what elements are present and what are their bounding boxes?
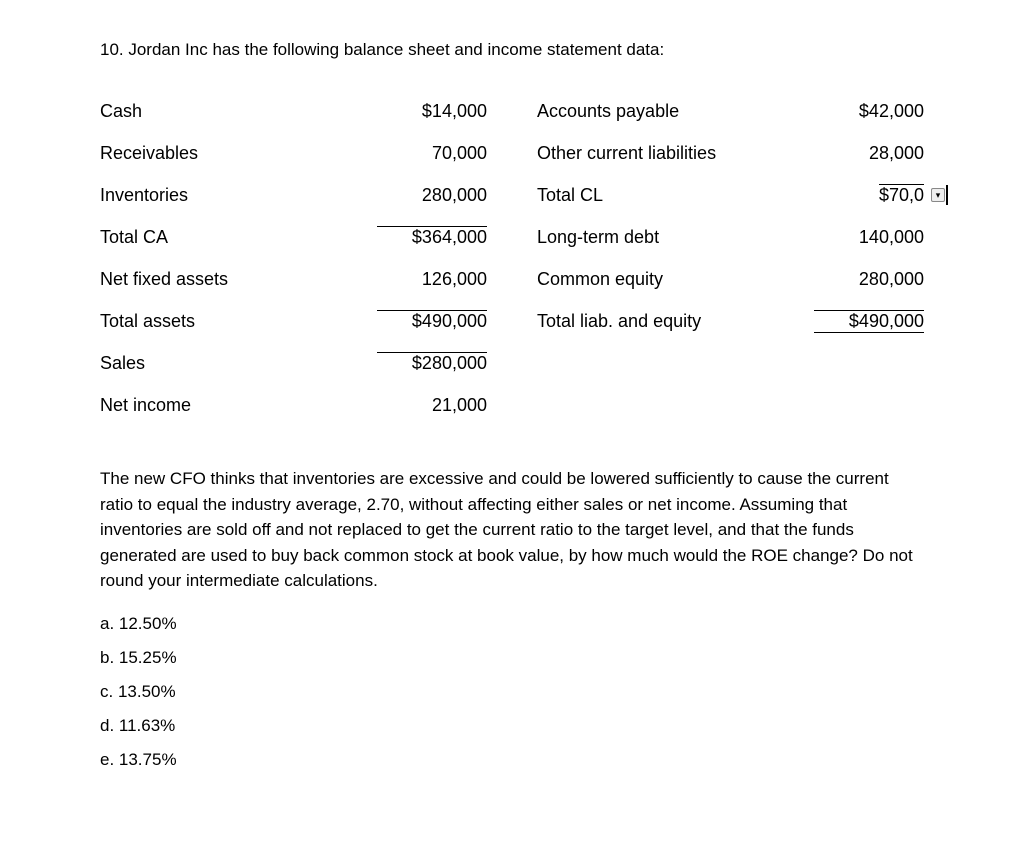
net-income-value: 21,000 [377,395,487,416]
ocl-label: Other current liabilities [537,143,716,164]
dropdown-icon[interactable]: ▾ [931,185,948,205]
row-inventories: Inventories 280,000 [100,174,487,216]
receivables-label: Receivables [100,143,198,164]
nfa-label: Net fixed assets [100,269,228,290]
ocl-value: 28,000 [814,143,924,164]
ltd-label: Long-term debt [537,227,659,248]
option-b[interactable]: b. 15.25% [100,648,924,668]
cash-value: $14,000 [377,101,487,122]
question-paragraph: The new CFO thinks that inventories are … [100,466,924,594]
balance-sheet-table: Cash $14,000 Receivables 70,000 Inventor… [100,90,924,426]
row-ap: Accounts payable $42,000 [537,90,924,132]
option-c[interactable]: c. 13.50% [100,682,924,702]
row-tle: Total liab. and equity $490,000 [537,300,924,343]
row-total-assets: Total assets $490,000 [100,300,487,342]
ce-value: 280,000 [814,269,924,290]
cash-label: Cash [100,101,142,122]
tle-label: Total liab. and equity [537,311,701,332]
row-net-income: Net income 21,000 [100,384,487,426]
total-assets-label: Total assets [100,311,195,332]
inventories-value: 280,000 [377,185,487,206]
question-header: 10. Jordan Inc has the following balance… [100,40,924,60]
inventories-label: Inventories [100,185,188,206]
row-total-ca: Total CA $364,000 [100,216,487,258]
option-e[interactable]: e. 13.75% [100,750,924,770]
net-income-label: Net income [100,395,191,416]
left-column: Cash $14,000 Receivables 70,000 Inventor… [100,90,487,426]
row-cash: Cash $14,000 [100,90,487,132]
nfa-value: 126,000 [377,269,487,290]
ltd-value: 140,000 [814,227,924,248]
answer-options: a. 12.50% b. 15.25% c. 13.50% d. 11.63% … [100,614,924,770]
row-ce: Common equity 280,000 [537,258,924,300]
option-d[interactable]: d. 11.63% [100,716,924,736]
right-column: Accounts payable $42,000 Other current l… [537,90,924,426]
sales-value: $280,000 [377,352,487,374]
ce-label: Common equity [537,269,663,290]
option-a[interactable]: a. 12.50% [100,614,924,634]
sales-label: Sales [100,353,145,374]
row-sales: Sales $280,000 [100,342,487,384]
row-total-cl: Total CL $70,0 ▾ [537,174,924,216]
total-assets-value: $490,000 [377,310,487,332]
row-nfa: Net fixed assets 126,000 [100,258,487,300]
ap-value: $42,000 [814,101,924,122]
total-cl-label: Total CL [537,185,603,206]
ap-label: Accounts payable [537,101,679,122]
total-cl-value: $70,0 [879,184,924,205]
total-ca-value: $364,000 [377,226,487,248]
total-ca-label: Total CA [100,227,168,248]
row-receivables: Receivables 70,000 [100,132,487,174]
receivables-value: 70,000 [377,143,487,164]
tle-value: $490,000 [814,310,924,333]
row-ltd: Long-term debt 140,000 [537,216,924,258]
row-ocl: Other current liabilities 28,000 [537,132,924,174]
